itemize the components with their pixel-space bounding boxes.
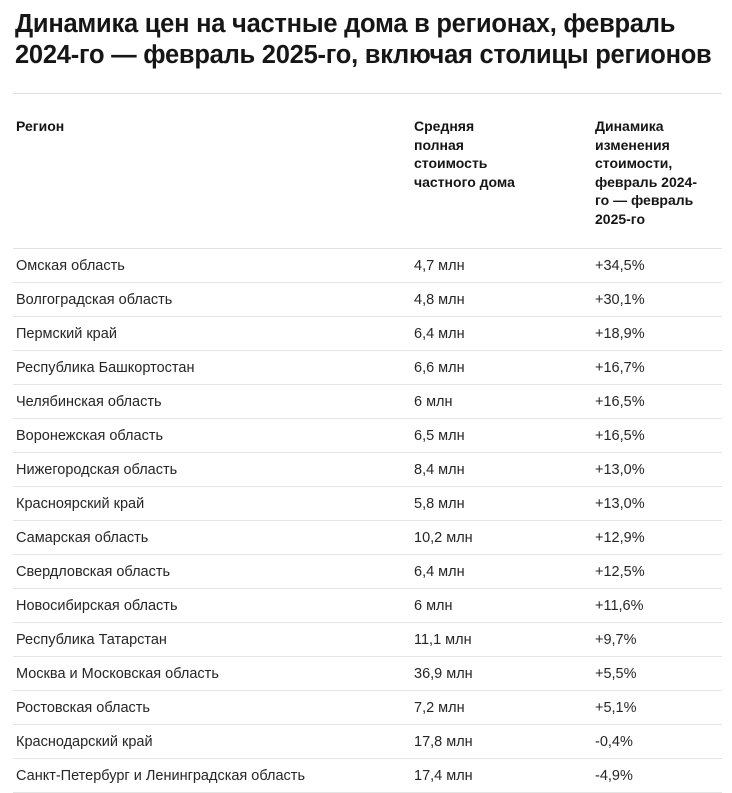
cell-region: Самарская область (13, 520, 411, 555)
table-header: Регион Средняя полная стоимость частного… (13, 93, 722, 249)
cell-average-price: 6,5 млн (411, 418, 592, 453)
table-row: Воронежская область 6,5 млн +16,5% (13, 418, 722, 453)
cell-price-change: +12,5% (592, 554, 722, 589)
table-row: Республика Татарстан 11,1 млн +9,7% (13, 622, 722, 657)
cell-price-change: -0,4% (592, 724, 722, 759)
table-row: Красноярский край 5,8 млн +13,0% (13, 486, 722, 521)
table-row: Республика Башкортостан 6,6 млн +16,7% (13, 350, 722, 385)
table-row: Челябинская область 6 млн +16,5% (13, 384, 722, 419)
table-row: Омская область 4,7 млн +34,5% (13, 248, 722, 283)
cell-price-change: +11,6% (592, 588, 722, 623)
cell-average-price: 36,9 млн (411, 656, 592, 691)
cell-price-change: +16,5% (592, 418, 722, 453)
cell-region: Челябинская область (13, 384, 411, 419)
cell-average-price: 6 млн (411, 384, 592, 419)
table-row: Пермский край 6,4 млн +18,9% (13, 316, 722, 351)
cell-price-change: +34,5% (592, 248, 722, 283)
cell-average-price: 8,4 млн (411, 452, 592, 487)
cell-price-change: +18,9% (592, 316, 722, 351)
cell-region: Воронежская область (13, 418, 411, 453)
cell-price-change: +13,0% (592, 486, 722, 521)
cell-region: Санкт-Петербург и Ленинградская область (13, 758, 411, 793)
cell-average-price: 4,8 млн (411, 282, 592, 317)
table-body: Омская область 4,7 млн +34,5% Волгоградская… (13, 248, 722, 793)
cell-average-price: 10,2 млн (411, 520, 592, 555)
column-header-price-change: Динамика изменения стоимости, февраль 20… (592, 93, 722, 249)
table-row: Москва и Московская область 36,9 млн +5,5% (13, 656, 722, 691)
table-row: Краснодарский край 17,8 млн -0,4% (13, 724, 722, 759)
cell-average-price: 4,7 млн (411, 248, 592, 283)
cell-region: Нижегородская область (13, 452, 411, 487)
cell-price-change: +16,7% (592, 350, 722, 385)
cell-region: Омская область (13, 248, 411, 283)
table-row: Ростовская область 7,2 млн +5,1% (13, 690, 722, 725)
cell-average-price: 6 млн (411, 588, 592, 623)
cell-region: Ростовская область (13, 690, 411, 725)
cell-average-price: 17,4 млн (411, 758, 592, 793)
cell-region: Свердловская область (13, 554, 411, 589)
cell-region: Красноярский край (13, 486, 411, 521)
cell-average-price: 11,1 млн (411, 622, 592, 657)
table-row: Самарская область 10,2 млн +12,9% (13, 520, 722, 555)
cell-price-change: +13,0% (592, 452, 722, 487)
table-row: Волгоградская область 4,8 млн +30,1% (13, 282, 722, 317)
cell-region: Москва и Московская область (13, 656, 411, 691)
cell-region: Республика Башкортостан (13, 350, 411, 385)
cell-average-price: 6,6 млн (411, 350, 592, 385)
cell-region: Краснодарский край (13, 724, 411, 759)
table-row: Нижегородская область 8,4 млн +13,0% (13, 452, 722, 487)
cell-price-change: -4,9% (592, 758, 722, 793)
price-table-container: Регион Средняя полная стоимость частного… (0, 93, 732, 793)
cell-price-change: +30,1% (592, 282, 722, 317)
cell-region: Пермский край (13, 316, 411, 351)
column-header-average-price: Средняя полная стоимость частного дома (411, 93, 592, 249)
cell-average-price: 17,8 млн (411, 724, 592, 759)
cell-average-price: 7,2 млн (411, 690, 592, 725)
cell-average-price: 5,8 млн (411, 486, 592, 521)
table-header-row: Регион Средняя полная стоимость частного… (13, 93, 722, 249)
cell-region: Новосибирская область (13, 588, 411, 623)
table-row: Санкт-Петербург и Ленинградская область 1… (13, 758, 722, 793)
cell-price-change: +16,5% (592, 384, 722, 419)
cell-price-change: +5,5% (592, 656, 722, 691)
column-header-region: Регион (13, 93, 411, 249)
cell-price-change: +9,7% (592, 622, 722, 657)
cell-price-change: +12,9% (592, 520, 722, 555)
infographic-page: Динамика цен на частные дома в регионах,… (13, 10, 722, 793)
table-row: Свердловская область 6,4 млн +12,5% (13, 554, 722, 589)
cell-average-price: 6,4 млн (411, 554, 592, 589)
cell-region: Волгоградская область (13, 282, 411, 317)
cell-price-change: +5,1% (592, 690, 722, 725)
cell-region: Республика Татарстан (13, 622, 411, 657)
regional-price-table: Регион Средняя полная стоимость частного… (13, 93, 722, 793)
table-row: Новосибирская область 6 млн +11,6% (13, 588, 722, 623)
cell-average-price: 6,4 млн (411, 316, 592, 351)
page-title: Динамика цен на частные дома в регионах,… (15, 10, 712, 69)
